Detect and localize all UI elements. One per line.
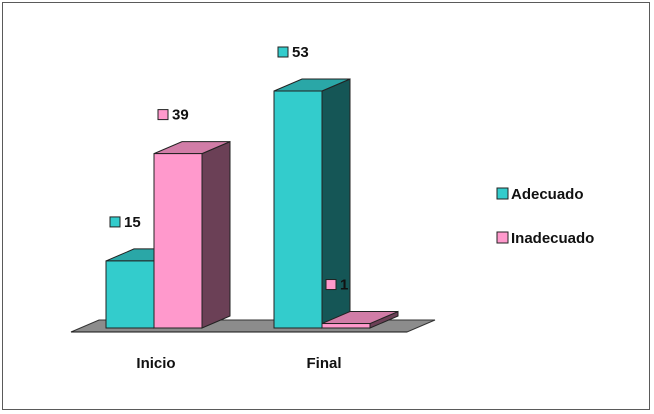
bar-inadecuado-inicio (153, 140, 231, 329)
legend-swatch (496, 187, 509, 200)
chart-frame: 15 39 53 1 Inicio Final Adecuado Inadecuado (2, 2, 650, 410)
data-label-value: 53 (292, 44, 309, 61)
data-label-inadecuado-inicio: 39 (157, 107, 189, 124)
data-label-key (157, 109, 169, 121)
data-labels: 15 39 53 1 (109, 44, 348, 294)
data-label-key (277, 46, 289, 58)
data-label-value: 39 (172, 107, 189, 124)
legend-label: Adecuado (511, 186, 584, 203)
bar-inadecuado-final (321, 310, 399, 329)
bar-front-face (321, 323, 371, 329)
bar-chart: 15 39 53 1 Inicio Final Adecuado Inadecuado (70, 44, 594, 372)
bar-side-face (201, 140, 231, 329)
category-label-final: Final (306, 355, 341, 372)
chart-bars (105, 78, 399, 329)
legend: Adecuado Inadecuado (496, 186, 594, 247)
bar-front-face (105, 260, 155, 329)
bar-front-face (273, 90, 323, 329)
category-labels: Inicio Final (136, 355, 341, 372)
data-label-adecuado-inicio: 15 (109, 214, 141, 231)
data-label-value: 1 (340, 277, 348, 294)
data-label-adecuado-final: 53 (277, 44, 309, 61)
data-label-key (109, 216, 121, 228)
legend-label: Inadecuado (511, 230, 594, 247)
legend-swatch (496, 231, 509, 244)
legend-item-adecuado: Adecuado (496, 186, 584, 203)
data-label-key (325, 279, 337, 291)
bar-front-face (153, 153, 203, 329)
data-label-value: 15 (124, 214, 141, 231)
data-label-inadecuado-final: 1 (325, 277, 348, 294)
legend-item-inadecuado: Inadecuado (496, 230, 594, 247)
category-label-inicio: Inicio (136, 355, 175, 372)
bar-adecuado-final (273, 78, 351, 329)
